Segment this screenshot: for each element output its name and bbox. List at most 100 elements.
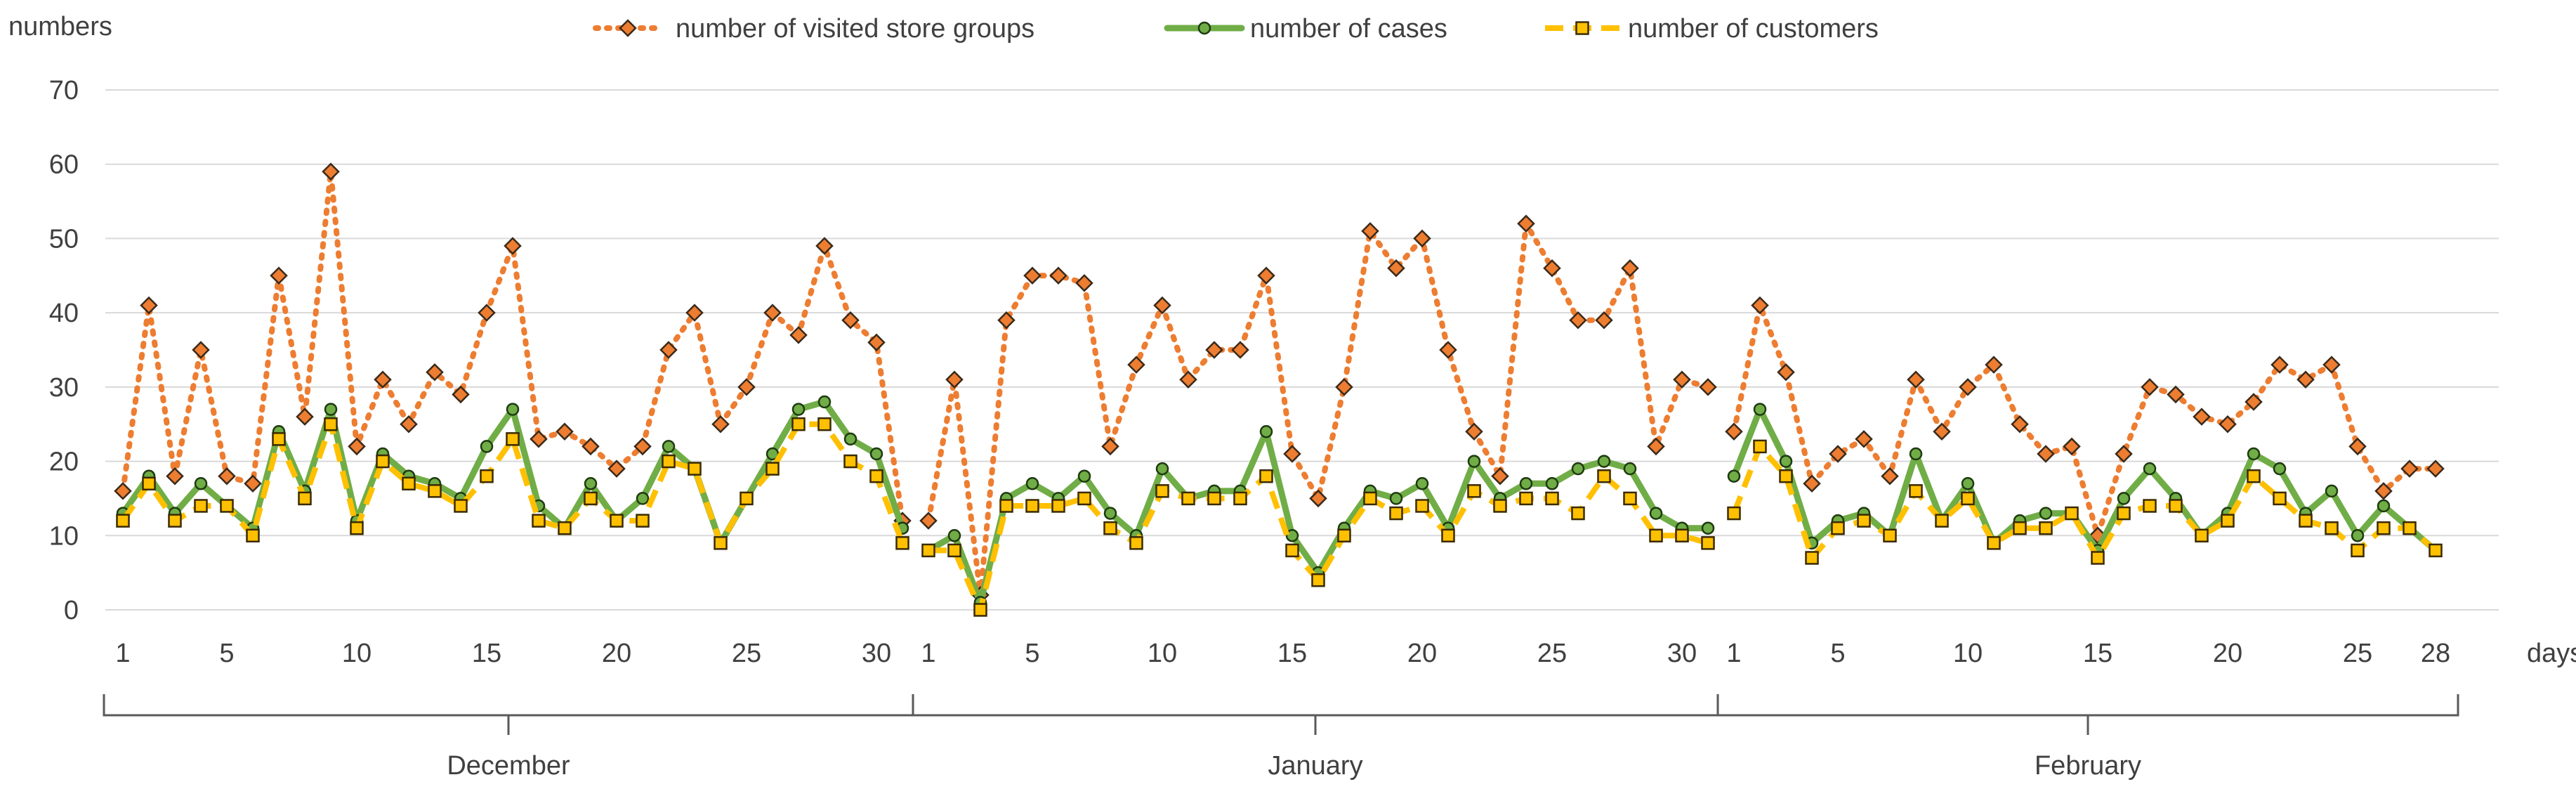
data-point: [1701, 536, 1715, 550]
data-point: [2429, 543, 2443, 558]
data-point: [270, 266, 288, 285]
data-point: [1049, 266, 1067, 285]
data-point: [919, 511, 938, 530]
data-point: [504, 237, 522, 255]
x-tick-label: 15: [1277, 639, 1307, 668]
data-point: [2117, 492, 2131, 505]
data-point: [480, 469, 494, 483]
data-point: [1415, 499, 1429, 513]
data-point: [2374, 482, 2393, 500]
data-point: [1673, 370, 1691, 389]
data-point: [324, 417, 338, 431]
data-point: [2143, 462, 2157, 476]
legend-marker: [619, 19, 637, 37]
data-point: [1751, 296, 1769, 315]
x-axis-ticks: 1 5 10 15 20 25 30 1 5 10 15 20 25 30 1 5 10 15 20 25 28: [115, 639, 2450, 668]
month-label: February: [2035, 751, 2141, 781]
data-point: [1753, 439, 1767, 454]
data-point: [2348, 437, 2367, 456]
data-point: [1439, 341, 1457, 359]
data-point: [1519, 491, 1533, 506]
data-point: [1103, 521, 1117, 535]
data-point: [2221, 514, 2235, 528]
x-tick-label: 30: [862, 639, 891, 668]
data-point: [1517, 214, 1535, 233]
y-tick-label: 30: [49, 373, 79, 403]
legend-marker: [1575, 21, 1589, 35]
data-point: [2247, 469, 2261, 483]
data-point: [1545, 477, 1559, 490]
data-point: [2325, 521, 2339, 535]
data-point: [1127, 356, 1145, 374]
data-point: [815, 237, 834, 255]
data-point: [895, 536, 909, 550]
data-point: [2141, 378, 2159, 396]
data-point: [584, 477, 598, 490]
data-point: [1103, 507, 1117, 520]
data-point: [1129, 536, 1143, 550]
data-point: [947, 529, 961, 542]
series-line: [119, 398, 906, 547]
data-point: [711, 415, 730, 434]
data-point: [1465, 422, 1483, 441]
x-tick-label: 20: [602, 639, 631, 668]
data-point: [662, 454, 676, 469]
data-point: [402, 476, 416, 491]
data-point: [636, 492, 650, 505]
data-point: [1881, 467, 1899, 486]
data-point: [1101, 437, 1119, 456]
month-bracket: January: [912, 694, 1719, 781]
data-point: [556, 422, 574, 441]
data-point: [1363, 491, 1377, 506]
data-point: [116, 514, 130, 528]
data-point: [1231, 341, 1249, 359]
data-point: [1907, 370, 1925, 389]
data-point: [374, 370, 392, 389]
data-point: [2117, 506, 2131, 521]
month-bracket: February: [1716, 694, 2459, 781]
x-tick-label: 20: [2213, 639, 2242, 668]
data-point: [867, 333, 886, 352]
data-point: [1413, 229, 1431, 248]
data-point: [2195, 528, 2209, 543]
series-line: [120, 169, 905, 524]
x-axis-label: days: [2527, 639, 2576, 668]
data-point: [2063, 437, 2081, 456]
data-point: [478, 304, 496, 322]
data-point: [636, 514, 650, 528]
series-line: [926, 221, 1711, 598]
y-tick-label: 0: [64, 596, 79, 625]
data-point: [1777, 363, 1795, 382]
data-point: [350, 521, 364, 535]
data-point: [296, 408, 314, 426]
data-point: [1205, 341, 1223, 359]
month-label: December: [447, 751, 570, 781]
data-point: [2013, 521, 2027, 535]
data-point: [2065, 506, 2079, 521]
data-point: [2247, 447, 2261, 461]
data-point: [2400, 460, 2419, 478]
x-tick-label: 5: [1830, 639, 1845, 668]
data-point: [817, 395, 832, 409]
data-point: [1335, 378, 1353, 396]
series-line: [1731, 302, 2438, 539]
data-point: [2011, 415, 2029, 434]
data-point: [530, 430, 548, 448]
legend: number of visited store groups number of …: [593, 14, 1879, 44]
x-tick-label: 20: [1407, 639, 1437, 668]
x-tick-label: 30: [1667, 639, 1697, 668]
data-point: [1621, 259, 1639, 278]
data-point: [633, 437, 652, 456]
data-point: [1805, 551, 1819, 565]
data-point: [1985, 356, 2003, 374]
legend-item: number of visited store groups: [593, 14, 1034, 44]
data-point: [999, 499, 1013, 513]
data-point: [659, 341, 678, 359]
data-point: [1699, 378, 1717, 396]
data-point: [791, 417, 806, 431]
data-point: [921, 543, 935, 558]
data-point: [685, 304, 704, 322]
data-point: [1493, 499, 1507, 513]
data-point: [192, 341, 210, 359]
data-point: [1571, 506, 1585, 521]
